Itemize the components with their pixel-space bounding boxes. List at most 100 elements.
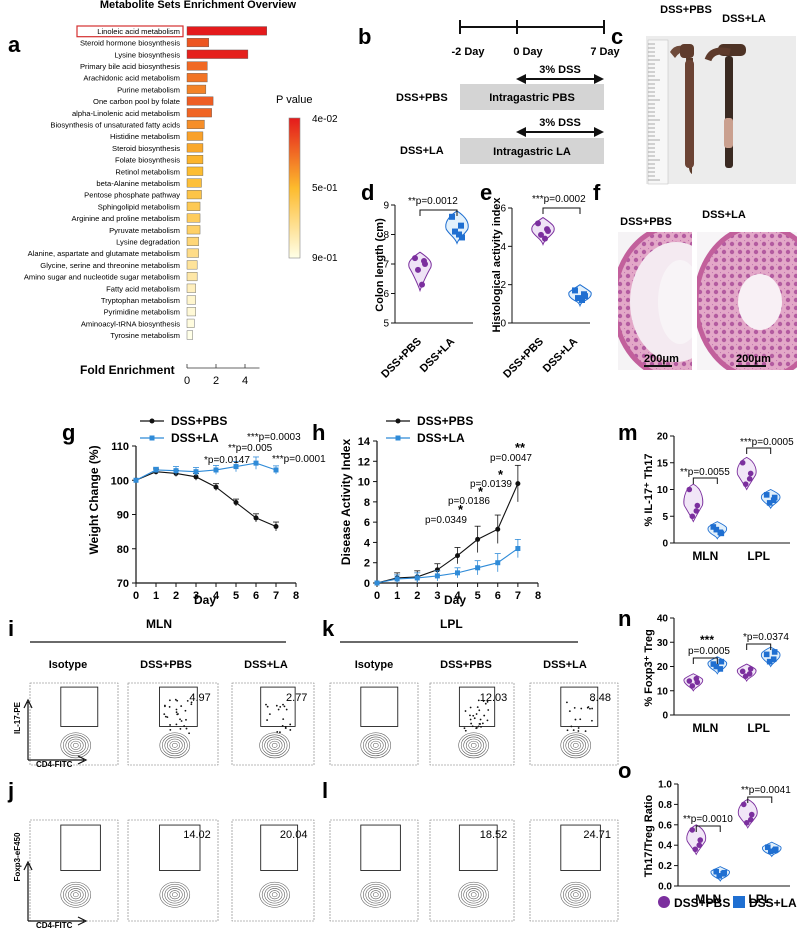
- data-point-pbs: [475, 536, 481, 542]
- treatment-bar-pbs: [460, 84, 604, 110]
- panel-letter-i: i: [8, 616, 14, 641]
- data-point-la: [193, 469, 199, 475]
- data-point-la: [716, 873, 723, 879]
- group-name-pbs: DSS+PBS: [396, 92, 448, 104]
- y-tick-label: 70: [117, 578, 129, 590]
- panel-b-timeline: -2 Day 0 Day 7 Day 3% DSS Intragastric P…: [396, 20, 621, 164]
- treatment-bar-la: [460, 138, 604, 164]
- y-tick-label: 10: [657, 485, 669, 496]
- y-tick-label: 0: [662, 539, 668, 550]
- flow-plot-frame: [29, 682, 119, 766]
- flow-col-5: DSS+PBS: [440, 659, 492, 671]
- flow-gate: [560, 824, 601, 871]
- contour-ring: [65, 886, 87, 904]
- contour-ring: [465, 888, 482, 902]
- colorbar-tick-2: 5e-01: [312, 183, 338, 194]
- panel-g-weight-change: 70 80 90 100 110 0 1 2 3 4 5 6 7 8: [111, 441, 299, 602]
- flow-axis-foxp3: Foxp3-eF450: [13, 832, 22, 881]
- event-dot: [185, 718, 187, 721]
- data-point-pbs: [455, 553, 460, 559]
- event-dot: [469, 714, 471, 717]
- panel-d-xlabel-pbs: DSS+PBS: [379, 336, 424, 381]
- data-point-la: [213, 467, 219, 473]
- event-dot: [591, 707, 594, 710]
- contour-ring: [570, 890, 582, 900]
- enrichment-bar: [186, 108, 212, 118]
- contour-ring: [372, 742, 379, 748]
- enrichment-bar: [186, 155, 204, 165]
- contour-ring: [162, 883, 188, 906]
- enrichment-bar: [186, 61, 208, 71]
- dss-label-1: 3% DSS: [539, 64, 581, 76]
- axis-tick-label: 0: [184, 375, 190, 387]
- contour-ring: [70, 740, 82, 750]
- y-tick-label: 8: [383, 230, 389, 241]
- data-point-pbs: [739, 459, 746, 466]
- contour-ring: [264, 736, 285, 754]
- panel-letter-d: d: [361, 180, 374, 205]
- contour-ring: [269, 890, 280, 900]
- data-point-la: [710, 661, 717, 667]
- y-tick-label: 0: [364, 578, 370, 590]
- flow-col-2: DSS+PBS: [140, 659, 192, 671]
- data-point-la: [515, 546, 521, 552]
- event-dot: [176, 713, 179, 716]
- panel-d-xlabel-la: DSS+LA: [418, 336, 457, 375]
- y-tick-label: 12: [358, 456, 370, 468]
- enrichment-bar: [186, 330, 194, 340]
- data-point-pbs: [415, 266, 421, 273]
- x-tick-label: 3: [434, 590, 440, 602]
- data-point-pbs: [538, 231, 544, 238]
- flow-gate: [60, 686, 99, 727]
- contour-ring: [72, 742, 79, 748]
- event-dot: [266, 705, 269, 708]
- data-point-la: [771, 494, 778, 501]
- data-point-pbs: [412, 255, 418, 262]
- panel-g-ann-2: **p=0.005: [228, 443, 273, 454]
- day-label-7: 7 Day: [590, 46, 620, 58]
- event-dot: [166, 716, 169, 719]
- pathway-label: Retinol metabolism: [115, 167, 180, 176]
- pathway-label: Pyruvate metabolism: [109, 226, 180, 235]
- contour-ring: [162, 734, 188, 757]
- contour-ring: [360, 881, 392, 908]
- pathway-label: Aminoacyl-tRNA biosynthesis: [81, 319, 180, 328]
- panel-h-ann-2: *: [458, 502, 464, 517]
- contour-ring: [370, 890, 382, 900]
- data-point-la: [173, 468, 179, 474]
- event-dot: [265, 703, 267, 706]
- scale-bar-label-1: 200μm: [644, 353, 679, 365]
- event-dot: [476, 706, 479, 708]
- panel-h-legend-pbs: DSS+PBS: [417, 414, 473, 428]
- event-dot: [168, 699, 171, 702]
- event-dot: [483, 714, 486, 717]
- contour-ring: [169, 740, 181, 750]
- event-dot: [186, 700, 189, 702]
- y-tick-label: 2: [500, 280, 506, 291]
- panel-d-ylabel: Colon length (cm): [374, 218, 386, 312]
- contour-ring: [470, 742, 477, 748]
- contour-ring: [65, 736, 87, 754]
- y-tick-label: 5: [383, 319, 389, 330]
- group-label: MLN: [692, 721, 718, 735]
- event-dot: [289, 729, 292, 731]
- pathway-label: Arginine and proline metabolism: [72, 214, 180, 223]
- gate-percentage: 20.04: [280, 829, 308, 841]
- pathway-label: Lysine degradation: [116, 237, 180, 246]
- x-tick-label: 6: [495, 590, 501, 602]
- axis-tick-label: 4: [242, 375, 248, 387]
- pathway-label: alpha-Linolenic acid metabolism: [72, 109, 180, 118]
- y-tick-label: 10: [358, 477, 370, 489]
- data-point-la: [764, 844, 771, 851]
- contour-ring: [67, 738, 84, 752]
- significance-bracket: [746, 447, 772, 454]
- contour-ring: [70, 890, 82, 900]
- data-point-pbs: [422, 261, 428, 267]
- panel-o-stat-mln: **p=0.0010: [683, 814, 733, 825]
- contour-ring: [164, 736, 186, 754]
- flow-gate: [159, 824, 201, 871]
- gate-percentage: 18.52: [480, 829, 508, 841]
- pathway-label: Tryptophan metabolism: [101, 296, 180, 305]
- event-dot: [573, 706, 576, 709]
- gate-percentage: 2.77: [286, 692, 307, 704]
